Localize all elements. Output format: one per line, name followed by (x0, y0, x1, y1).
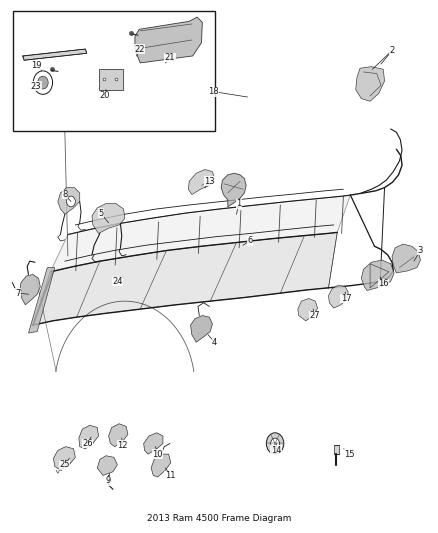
Text: 11: 11 (165, 471, 175, 480)
Polygon shape (191, 316, 212, 342)
Text: 14: 14 (271, 446, 281, 455)
Text: 23: 23 (31, 82, 41, 91)
Text: 4: 4 (212, 338, 217, 346)
Polygon shape (33, 232, 337, 325)
Circle shape (67, 196, 75, 207)
Text: 15: 15 (344, 450, 355, 458)
Text: 6: 6 (247, 237, 252, 245)
Polygon shape (298, 298, 318, 321)
Text: 26: 26 (82, 439, 93, 448)
Bar (99, 69, 123, 90)
Text: 25: 25 (60, 461, 70, 469)
Text: 8: 8 (62, 190, 67, 199)
Polygon shape (79, 425, 99, 449)
Text: 16: 16 (378, 279, 389, 288)
Polygon shape (221, 173, 246, 207)
Polygon shape (328, 285, 348, 308)
Text: 1: 1 (236, 199, 241, 208)
Text: 2013 Ram 4500 Frame Diagram: 2013 Ram 4500 Frame Diagram (147, 514, 291, 523)
Polygon shape (144, 433, 163, 454)
Text: 12: 12 (117, 441, 128, 449)
Polygon shape (151, 454, 171, 477)
Text: 21: 21 (165, 53, 175, 62)
Polygon shape (392, 244, 420, 273)
Circle shape (33, 71, 53, 94)
Text: 3: 3 (418, 246, 423, 255)
Polygon shape (23, 49, 87, 60)
Text: 27: 27 (309, 311, 320, 320)
Text: 9: 9 (106, 477, 111, 485)
Polygon shape (188, 169, 215, 195)
Polygon shape (58, 188, 80, 214)
Text: 5: 5 (98, 209, 103, 217)
Bar (13, 11, 215, 131)
Text: 19: 19 (31, 61, 41, 69)
Polygon shape (135, 17, 202, 63)
Circle shape (266, 433, 284, 454)
Polygon shape (97, 456, 117, 475)
Polygon shape (361, 260, 394, 290)
Polygon shape (356, 67, 385, 101)
Text: 10: 10 (152, 450, 163, 458)
Polygon shape (109, 424, 128, 447)
Polygon shape (334, 445, 339, 454)
Circle shape (38, 76, 48, 89)
Text: 24: 24 (112, 277, 123, 286)
Text: 18: 18 (208, 87, 219, 96)
Text: 20: 20 (99, 92, 110, 100)
Polygon shape (92, 204, 125, 233)
Circle shape (271, 438, 279, 449)
Text: 17: 17 (341, 294, 351, 303)
Text: 13: 13 (204, 177, 215, 185)
Text: 2: 2 (389, 46, 395, 55)
Polygon shape (20, 274, 40, 305)
Polygon shape (28, 268, 55, 333)
Polygon shape (53, 447, 75, 470)
Text: 7: 7 (15, 289, 20, 297)
Polygon shape (50, 195, 350, 272)
Text: 22: 22 (134, 45, 145, 53)
